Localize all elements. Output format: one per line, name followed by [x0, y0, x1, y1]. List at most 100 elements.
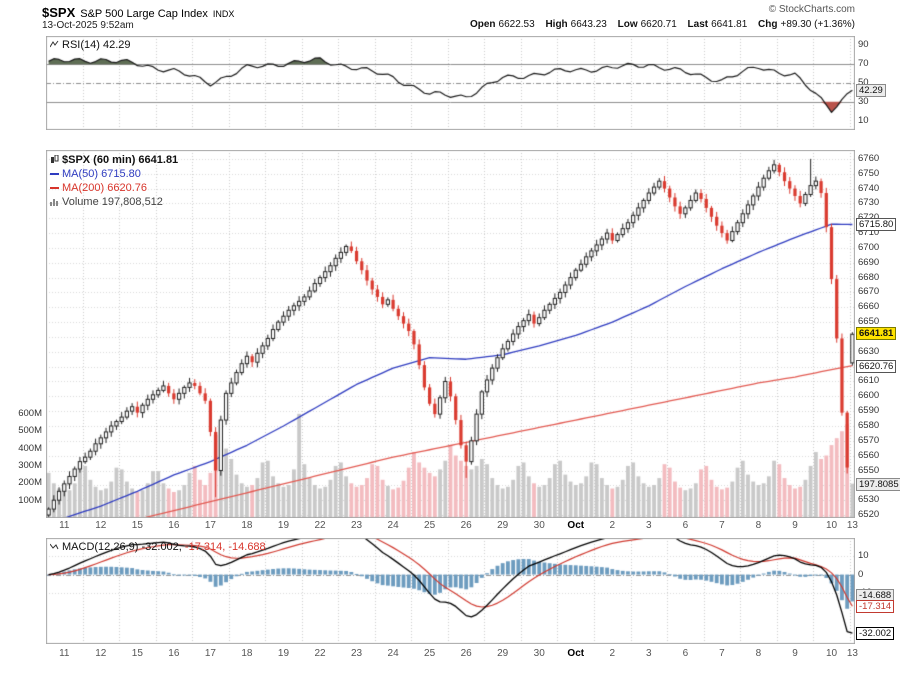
last-price-box: 6641.81	[856, 327, 897, 340]
quote-line: Open 6622.53 High 6643.23 Low 6620.71 Last 6…	[462, 19, 855, 30]
rsi-legend[interactable]: RSI(14) 42.29	[49, 39, 131, 53]
volume-legend-row[interactable]: Volume 197,808,512	[50, 196, 178, 210]
x-axis-day-label: 16	[168, 520, 180, 531]
price-tick-label: 6760	[858, 152, 880, 164]
price-tick-label: 6650	[858, 316, 880, 328]
x-axis-day-label: 30	[533, 520, 545, 531]
datetime-label: 13-Oct-2025 9:52am	[42, 20, 134, 31]
price-tick-label: 6610	[858, 375, 880, 387]
rsi-tick-label: 30	[858, 95, 869, 107]
x-axis-day-label: 26	[460, 648, 472, 659]
ma50-value-box: 6715.80	[856, 218, 897, 231]
x-axis-day-label: 11	[59, 520, 70, 531]
volume-bars-icon	[50, 197, 59, 210]
rsi-tick-label: 70	[858, 58, 869, 70]
x-axis-day-label: 7	[719, 648, 725, 659]
volume-value-box: 197.8085	[856, 478, 900, 491]
copyright-label[interactable]: © StockCharts.com	[768, 4, 855, 15]
x-axis-day-label: 25	[424, 520, 436, 531]
x-axis-day-label: 23	[350, 648, 363, 659]
x-axis-day-label: 16	[168, 648, 180, 659]
price-tick-label: 6660	[858, 301, 880, 313]
volume-tick-label: 100M	[18, 494, 42, 506]
volume-tick-label: 200M	[18, 477, 42, 489]
candlestick-icon	[50, 154, 59, 168]
ma200-value-box: 6620.76	[856, 360, 897, 373]
symbol-title: $SPX	[42, 5, 76, 20]
x-axis-day-label: 17	[204, 648, 216, 659]
volume-tick-label: 300M	[18, 459, 42, 471]
x-axis-day-label: 18	[241, 648, 253, 659]
x-axis-day-label: 25	[424, 648, 436, 659]
last-label: Last	[687, 19, 709, 30]
ma200-legend-label: MA(200) 6620.76	[62, 182, 147, 194]
ma50-legend-row[interactable]: MA(50) 6715.80	[50, 168, 178, 182]
rsi-chart-canvas	[46, 36, 855, 130]
ma50-legend-label: MA(50) 6715.80	[62, 168, 141, 180]
ma200-legend-row[interactable]: MA(200) 6620.76	[50, 182, 178, 196]
x-axis-day-label: 9	[792, 648, 798, 659]
price-tick-label: 6670	[858, 286, 880, 298]
x-axis-day-label: 6	[682, 520, 689, 531]
rsi-legend-label: RSI(14) 42.29	[62, 39, 131, 51]
index-name: S&P 500 Large Cap Index	[80, 8, 208, 20]
x-axis-day-label: 24	[387, 520, 399, 531]
price-tick-label: 6630	[858, 345, 880, 357]
x-axis-day-label: 3	[646, 520, 652, 531]
x-axis-day-label: 29	[497, 520, 509, 531]
x-axis-day-label: 17	[204, 520, 216, 531]
exchange-label: INDX	[212, 9, 235, 19]
price-tick-label: 6740	[858, 182, 880, 194]
x-axis-day-label: Oct	[567, 520, 585, 531]
x-axis-day-label: 2	[609, 648, 616, 659]
macd-legend[interactable]: MACD(12,26,9) -32.002, -17.314, -14.688	[49, 541, 266, 555]
rsi-indicator-icon	[49, 40, 59, 53]
x-axis-day-label: 15	[131, 520, 143, 531]
macd-legend-hist-value: -14.688	[228, 541, 266, 553]
macd-tick-label: 0	[858, 568, 864, 580]
rsi-tick-label: 10	[858, 114, 869, 126]
macd-indicator-icon	[49, 542, 59, 555]
chg-value: +89.30 (+1.36%)	[780, 19, 856, 30]
x-axis-day-label: 8	[755, 520, 762, 531]
price-tick-label: 6690	[858, 256, 880, 268]
price-tick-label: 6560	[858, 449, 880, 461]
x-axis-day-label: 2	[609, 520, 616, 531]
macd-chart-canvas	[46, 538, 855, 644]
macd-tick-label: 10	[858, 550, 869, 562]
low-label: Low	[617, 19, 638, 30]
price-tick-label: 6530	[858, 494, 880, 506]
volume-tick-label: 500M	[18, 425, 42, 437]
high-value: 6643.23	[570, 19, 607, 30]
x-axis-day-label: 26	[460, 520, 472, 531]
price-tick-label: 6590	[858, 405, 880, 417]
x-axis-day-label: 29	[497, 648, 509, 659]
macd-legend-name: MACD(12,26,9)	[62, 541, 139, 553]
x-axis-day-label: 22	[314, 520, 326, 531]
chg-label: Chg	[758, 19, 778, 30]
price-tick-label: 6730	[858, 197, 880, 209]
open-value: 6622.53	[498, 19, 535, 30]
x-axis-day-label: 6	[682, 648, 689, 659]
x-axis-day-label: 8	[755, 648, 762, 659]
ma50-line-icon	[50, 169, 59, 182]
macd-hist-value-box: -14.688	[856, 589, 895, 602]
low-value: 6620.71	[640, 19, 677, 30]
rsi-tick-label: 90	[858, 39, 869, 51]
volume-tick-label: 400M	[18, 442, 42, 454]
price-tick-label: 6750	[858, 167, 880, 179]
x-axis-day-label: 24	[387, 648, 399, 659]
x-axis-day-label: 23	[350, 520, 363, 531]
price-tick-label: 6550	[858, 464, 880, 476]
price-tick-label: 6580	[858, 420, 880, 431]
x-axis-day-label: 11	[59, 648, 70, 659]
price-tick-label: 6600	[858, 390, 880, 402]
x-axis-day-label: 22	[314, 648, 326, 659]
x-axis-day-label: 12	[95, 520, 107, 531]
x-axis-day-label: 9	[792, 520, 798, 531]
symbol-legend-row[interactable]: $SPX (60 min) 6641.81	[50, 154, 178, 168]
last-value: 6641.81	[711, 19, 748, 30]
x-axis-day-label: 7	[719, 520, 725, 531]
x-axis-day-label: Oct	[567, 648, 585, 659]
